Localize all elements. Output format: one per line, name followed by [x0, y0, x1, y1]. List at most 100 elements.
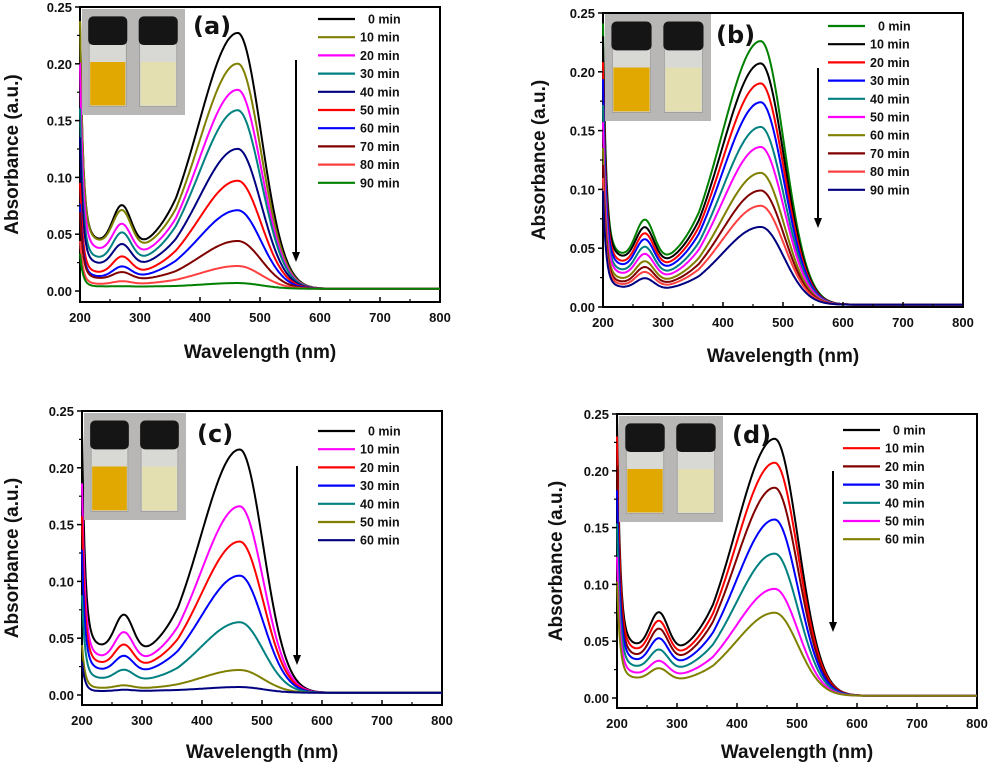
- y-tick-label: 0.15: [570, 124, 595, 139]
- y-tick-label: 0.25: [584, 407, 609, 422]
- x-tick-label: 200: [606, 716, 628, 731]
- legend-label: 50 min: [360, 516, 400, 530]
- x-tick-label: 800: [952, 315, 974, 330]
- legend-label: 20 min: [360, 461, 400, 475]
- legend-label: 10 min: [885, 442, 925, 456]
- vial-liquid-pale: [140, 62, 176, 106]
- y-tick-label: 0.20: [47, 57, 72, 72]
- y-tick-label: 0.25: [49, 404, 74, 419]
- x-tick-label: 800: [431, 713, 453, 728]
- vial-liquid-pale: [142, 466, 177, 511]
- x-tick-label: 200: [69, 310, 91, 325]
- legend-label: 70 min: [360, 140, 400, 154]
- legend-label: 80 min: [360, 158, 400, 172]
- y-axis-label: Absorbance (a.u.): [529, 80, 550, 240]
- vial-cap: [625, 423, 665, 453]
- vial-cap: [138, 16, 178, 46]
- chart-panel-2: 200 300 400 500 600 700 800 0.00 0.05 0.10 0.15 0.2…: [529, 6, 974, 367]
- vial-liquid-yellow: [613, 67, 650, 112]
- chart-panel-3: 200 300 400 500 600 700 800 0.00 0.05 0.10 0.15 0.2…: [2, 404, 453, 763]
- trend-arrow-head: [829, 622, 837, 632]
- y-axis-label: Absorbance (a.u.): [2, 478, 23, 638]
- x-axis-label: Wavelength (nm): [186, 742, 338, 763]
- legend-label: 10 min: [360, 31, 400, 45]
- y-axis-label: Absorbance (a.u.): [546, 481, 567, 641]
- legend-label: 30 min: [870, 74, 910, 88]
- vial-liquid-pale: [665, 67, 702, 112]
- y-tick-label: 0.00: [49, 688, 74, 703]
- vial-liquid-yellow: [90, 62, 126, 106]
- x-tick-label: 300: [666, 716, 688, 731]
- x-axis-label: Wavelength (nm): [707, 346, 859, 367]
- y-tick-label: 0.20: [49, 461, 74, 476]
- x-tick-label: 200: [71, 713, 93, 728]
- legend-label: 80 min: [870, 165, 910, 179]
- x-tick-label: 400: [726, 716, 748, 731]
- vial-liquid-yellow: [92, 466, 127, 511]
- x-tick-label: 800: [429, 310, 451, 325]
- x-tick-label: 200: [592, 315, 614, 330]
- x-tick-label: 700: [906, 716, 928, 731]
- series-line: [79, 253, 440, 290]
- vial-cap: [140, 420, 179, 450]
- chart-panel-4: 200 300 400 500 600 700 800 0.00 0.05 0.10 0.15 0.2…: [546, 407, 988, 763]
- legend-label: 90 min: [870, 183, 910, 197]
- x-tick-label: 300: [652, 315, 674, 330]
- legend-label: 40 min: [360, 497, 400, 511]
- vial-liquid-pale: [678, 469, 714, 513]
- x-axis-label: Wavelength (nm): [184, 342, 336, 363]
- legend-label: 50 min: [870, 111, 910, 125]
- y-tick-label: 0.00: [570, 300, 595, 315]
- x-tick-label: 700: [371, 713, 393, 728]
- vial-cap: [88, 16, 128, 46]
- x-tick-label: 700: [369, 310, 391, 325]
- panel-label: (d): [732, 421, 771, 449]
- x-tick-label: 300: [131, 713, 153, 728]
- y-tick-label: 0.05: [49, 631, 74, 646]
- legend-label: 0 min: [368, 425, 401, 439]
- series-line: [616, 581, 977, 697]
- y-tick-label: 0.05: [570, 241, 595, 256]
- legend-label: 50 min: [360, 104, 400, 118]
- legend-label: 20 min: [360, 49, 400, 63]
- x-tick-label: 400: [189, 310, 211, 325]
- vial-liquid-yellow: [627, 469, 663, 513]
- vial-cap: [90, 420, 129, 450]
- y-tick-label: 0.05: [47, 227, 72, 242]
- y-tick-label: 0.10: [49, 574, 74, 589]
- y-tick-label: 0.15: [47, 114, 72, 129]
- legend-label: 30 min: [885, 478, 925, 492]
- inset-photo: [82, 9, 185, 115]
- x-tick-label: 700: [892, 315, 914, 330]
- x-tick-label: 300: [129, 310, 151, 325]
- y-tick-label: 0.00: [47, 284, 72, 299]
- legend-label: 40 min: [870, 92, 910, 106]
- x-tick-label: 600: [309, 310, 331, 325]
- panel-label: (b): [716, 21, 755, 49]
- panel-label: (c): [197, 420, 233, 448]
- x-tick-label: 400: [712, 315, 734, 330]
- legend-label: 20 min: [885, 460, 925, 474]
- y-tick-label: 0.05: [584, 634, 609, 649]
- legend: 0 min 10 min 20 min 30 min 40 min 50 min 60 mi…: [318, 13, 401, 190]
- legend: 0 min 10 min 20 min 30 min 40 min 50 min 60 mi…: [318, 425, 401, 548]
- vial-cap: [676, 423, 716, 453]
- panel-label: (a): [193, 12, 231, 40]
- x-tick-label: 600: [846, 716, 868, 731]
- legend-label: 20 min: [870, 56, 910, 70]
- legend-label: 50 min: [885, 515, 925, 529]
- legend-label: 60 min: [870, 129, 910, 143]
- legend-label: 90 min: [360, 176, 400, 190]
- x-tick-label: 400: [191, 713, 213, 728]
- y-tick-label: 0.00: [584, 691, 609, 706]
- inset-photo: [605, 14, 711, 121]
- chart-panel-1: 200 300 400 500 600 700 800 0.00 0.05 0.10 0.15 0.2…: [2, 0, 451, 363]
- legend: 0 min 10 min 20 min 30 min 40 min 50 min 60 mi…: [828, 20, 911, 197]
- x-axis-label: Wavelength (nm): [721, 742, 873, 763]
- y-tick-label: 0.10: [570, 182, 595, 197]
- legend-label: 60 min: [360, 122, 400, 136]
- trend-arrow-head: [292, 252, 300, 262]
- series-line: [81, 661, 442, 694]
- legend-label: 0 min: [878, 20, 911, 34]
